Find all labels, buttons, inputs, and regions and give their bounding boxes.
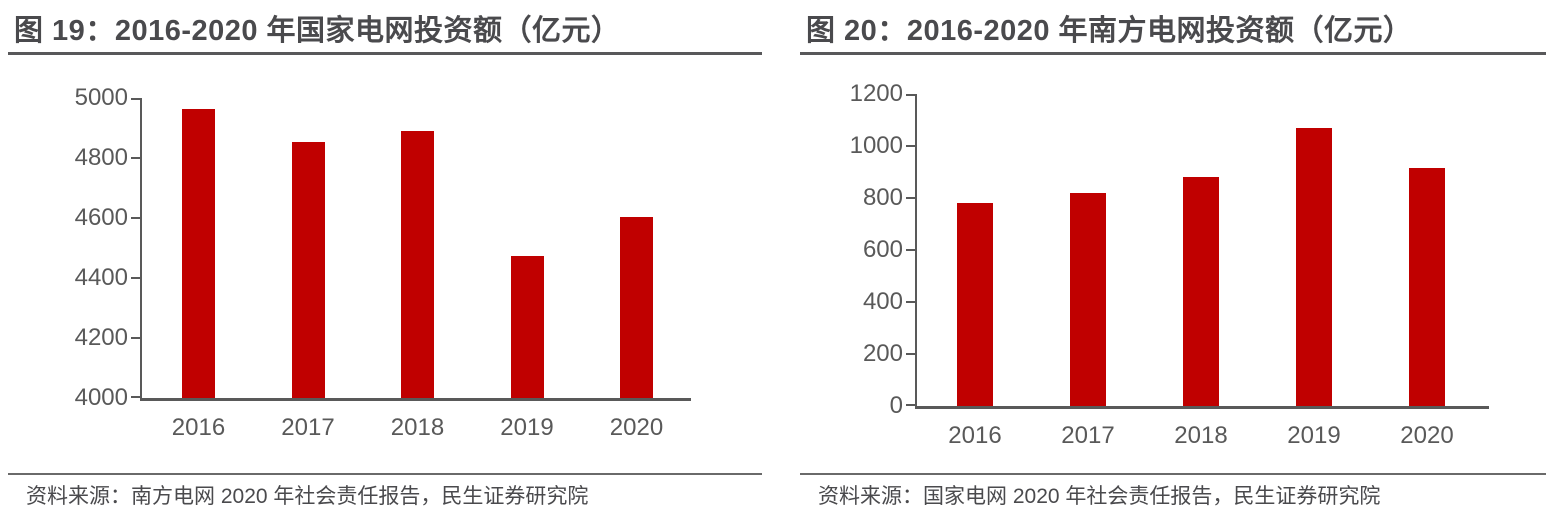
y-axis-tick-label: 4000 — [74, 384, 128, 411]
bar-2018 — [401, 131, 434, 398]
chart-title: 图 20：2016-2020 年南方电网投资额（亿元） — [806, 15, 1413, 47]
y-axis-tick-label: 1000 — [849, 132, 903, 159]
bar-2020 — [620, 216, 653, 398]
y-axis-tick-mark — [131, 277, 140, 279]
y-axis-tick-label: 200 — [862, 340, 903, 367]
source-divider — [800, 473, 1546, 475]
y-axis-tick-label: 4800 — [74, 144, 128, 171]
y-axis-tick-label: 4200 — [74, 324, 128, 351]
bar-2017 — [1070, 192, 1106, 406]
x-axis-tick-label: 2019 — [500, 414, 554, 441]
bar-2020 — [1409, 168, 1445, 406]
y-axis-tick-label: 800 — [862, 184, 903, 211]
y-axis-tick-mark — [906, 197, 915, 199]
bar-chart-state-grid: 4000 4200 4400 4600 4800 5000 2016 2017 2018 2019… — [8, 55, 762, 473]
y-axis-tick-mark — [906, 301, 915, 303]
y-axis-tick-mark — [906, 353, 915, 355]
bar-2019 — [1296, 127, 1332, 406]
x-axis-tick-label: 2020 — [609, 414, 664, 441]
x-axis-tick-label: 2017 — [281, 414, 335, 441]
bar-2018 — [1183, 177, 1219, 406]
bar-chart-southern-grid: 0 200 400 600 800 1000 1200 2016 2017 2018 2019 202… — [800, 55, 1546, 473]
y-axis-tick-mark — [131, 337, 140, 339]
y-axis-tick-label: 4600 — [74, 204, 128, 231]
y-axis-tick-label: 4400 — [74, 264, 128, 291]
y-axis-tick-label: 0 — [889, 392, 903, 419]
chart-title: 图 19：2016-2020 年国家电网投资额（亿元） — [14, 15, 621, 47]
title-divider — [8, 52, 762, 55]
bar-2016 — [182, 108, 215, 398]
x-axis-tick-label: 2019 — [1287, 422, 1341, 449]
y-axis-tick-label: 1200 — [849, 80, 903, 107]
bar-2016 — [957, 203, 993, 406]
y-axis-tick-label: 5000 — [74, 84, 128, 111]
y-axis-tick-mark — [906, 249, 915, 251]
x-axis-tick-label: 2016 — [171, 414, 226, 441]
x-axis-tick-label: 2020 — [1400, 422, 1454, 449]
y-axis-tick-mark — [131, 396, 140, 398]
chart-panel-southern-grid: 图 20：2016-2020 年南方电网投资额（亿元） 0 200 400 600 80… — [800, 0, 1546, 510]
y-axis-tick-mark — [131, 157, 140, 159]
source-note: 资料来源：南方电网 2020 年社会责任报告，民生证券研究院 — [26, 485, 589, 508]
source-divider — [8, 473, 762, 475]
x-axis-tick-label: 2016 — [948, 422, 1002, 449]
bar-2019 — [510, 256, 544, 398]
source-note: 资料来源：国家电网 2020 年社会责任报告，民生证券研究院 — [818, 485, 1381, 508]
y-axis-tick-label: 400 — [862, 288, 903, 315]
y-axis-tick-mark — [131, 217, 140, 219]
bar-2017 — [291, 141, 325, 398]
y-axis-tick-mark — [906, 145, 915, 147]
y-axis-tick-mark — [906, 404, 915, 406]
x-axis-tick-label: 2018 — [390, 414, 445, 441]
plot-area: 0 200 400 600 800 1000 1200 2016 2017 2018 2019 202… — [850, 80, 1489, 449]
y-axis-tick-mark — [906, 94, 915, 96]
plot-area: 4000 4200 4400 4600 4800 5000 2016 2017 2018 2019… — [75, 84, 691, 441]
y-axis-tick-label: 600 — [862, 236, 903, 263]
title-divider — [800, 52, 1546, 55]
y-axis-tick-mark — [131, 98, 140, 100]
x-axis-tick-label: 2017 — [1061, 422, 1115, 449]
x-axis-tick-label: 2018 — [1174, 422, 1228, 449]
chart-panel-state-grid: 图 19：2016-2020 年国家电网投资额（亿元） 4000 4200 4400… — [8, 0, 762, 510]
